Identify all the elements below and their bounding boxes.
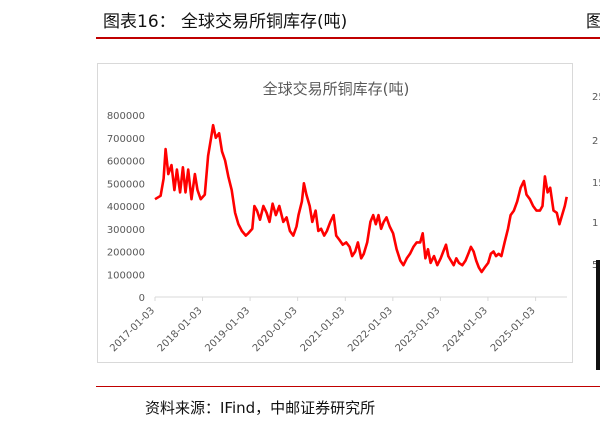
y-tick-label: 300000 [107,225,145,236]
copper-inventory-chart: 全球交易所铜库存(吨) 0 100000 200000 300000 400000 500… [107,80,568,354]
chart-frame: 全球交易所铜库存(吨) 0 100000 200000 300000 400000 500… [97,63,573,363]
y-tick-label: 500000 [107,179,145,190]
adjacent-tick-label: 15 [592,178,600,189]
y-tick-label: 400000 [107,202,145,213]
figure-title: 图表16： 全球交易所铜库存(吨) [103,12,348,32]
next-figure-title-fragment: 图 [586,12,600,32]
source-divider [96,386,600,387]
adjacent-chart-axis-fragment: 25 2 15 1 5 [588,40,600,300]
y-tick-label: 100000 [107,270,145,281]
y-tick-label: 200000 [107,248,145,259]
title-divider [96,37,600,39]
x-tick-label: 2020-01-03 [251,305,300,354]
x-tick-label: 2018-01-03 [156,305,205,354]
x-tick-label: 2024-01-03 [441,305,490,354]
y-tick-label: 800000 [107,111,145,122]
series-layer [154,123,568,274]
y-tick-label: 0 [139,293,145,304]
y-axis: 0 100000 200000 300000 400000 500000 600000 700… [107,111,145,304]
adjacent-tick-label: 5 [592,260,598,271]
x-tick-label: 2021-01-03 [299,305,348,354]
x-tick-label: 2017-01-03 [108,305,157,354]
x-tick-label: 2023-01-03 [394,305,443,354]
x-tick-label: 2022-01-03 [346,305,395,354]
y-tick-label: 700000 [107,134,145,145]
chart-title: 全球交易所铜库存(吨) [263,80,410,98]
adjacent-tick-label: 1 [592,218,599,229]
x-tick-label: 2025-01-03 [489,305,538,354]
adjacent-figure-edge [596,260,600,370]
x-axis: 2017-01-032018-01-032019-01-032020-01-03… [108,296,567,354]
y-tick-label: 600000 [107,157,145,168]
source-note: 资料来源：IFind，中邮证券研究所 [145,399,376,417]
adjacent-tick-label: 25 [592,92,600,103]
adjacent-tick-label: 2 [592,136,599,147]
x-tick-label: 2019-01-03 [203,305,252,354]
inventory-series-line [154,123,568,274]
